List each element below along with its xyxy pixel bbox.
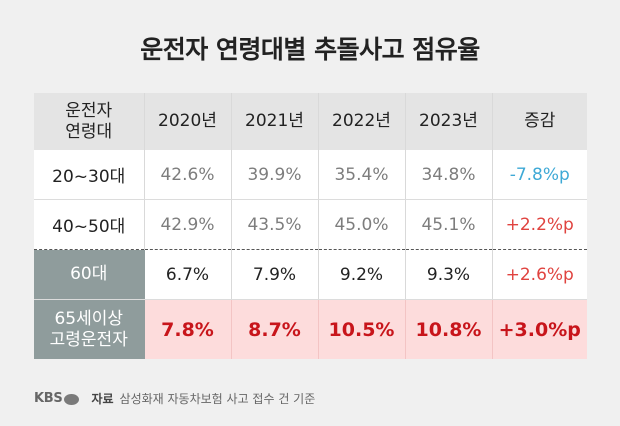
cell-value: 42.9% — [144, 199, 232, 250]
cell-value: 45.1% — [405, 199, 493, 250]
cell-change: +3.0%p — [492, 299, 587, 359]
cell-value: 10.8% — [405, 299, 493, 359]
header-age-group: 운전자 연령대 — [34, 93, 145, 150]
kbs-logo: KBS — [34, 390, 63, 406]
cell-value: 45.0% — [318, 199, 406, 250]
source-text: 삼성화재 자동차보험 사고 접수 건 기준 — [119, 391, 316, 406]
header-year-2022: 2022년 — [318, 93, 406, 150]
cell-value: 7.8% — [144, 299, 232, 359]
cell-value: 9.3% — [405, 249, 493, 300]
header-row: 운전자 연령대 2020년 2021년 2022년 2023년 증감 — [34, 93, 587, 150]
footer: KBS 자료 삼성화재 자동차보험 사고 접수 건 기준 — [34, 388, 315, 408]
table-row: 20~30대 42.6% 39.9% 35.4% 34.8% -7.8%p — [34, 150, 587, 200]
header-change: 증감 — [492, 93, 587, 150]
row-age-line2: 고령운전자 — [49, 329, 128, 350]
table-row: 60대 6.7% 7.9% 9.2% 9.3% +2.6%p — [34, 249, 587, 300]
page-title: 운전자 연령대별 추돌사고 점유율 — [140, 35, 480, 64]
cell-value: 34.8% — [405, 150, 493, 200]
cell-value: 42.6% — [144, 150, 232, 200]
accident-share-table: 운전자 연령대 2020년 2021년 2022년 2023년 증감 20~30… — [34, 93, 587, 359]
cell-change: +2.6%p — [492, 249, 587, 300]
kbs-logo-icon — [64, 393, 80, 405]
cell-value: 9.2% — [318, 249, 406, 300]
row-age-label: 60대 — [34, 249, 145, 300]
header-year-2021: 2021년 — [231, 93, 319, 150]
source-label: 자료 — [91, 391, 114, 406]
cell-value: 35.4% — [318, 150, 406, 200]
header-age-line2: 연령대 — [65, 121, 113, 142]
cell-value: 8.7% — [231, 299, 319, 359]
table-row-highlight: 65세이상 고령운전자 7.8% 8.7% 10.5% 10.8% +3.0%p — [34, 299, 587, 359]
cell-change: -7.8%p — [492, 150, 587, 200]
header-year-2020: 2020년 — [144, 93, 232, 150]
cell-value: 43.5% — [231, 199, 319, 250]
header-year-2023: 2023년 — [405, 93, 493, 150]
cell-value: 10.5% — [318, 299, 406, 359]
header-age-line1: 운전자 — [65, 100, 113, 121]
row-age-label: 20~30대 — [34, 150, 145, 200]
row-age-label: 40~50대 — [34, 199, 145, 250]
cell-value: 7.9% — [231, 249, 319, 300]
table-row: 40~50대 42.9% 43.5% 45.0% 45.1% +2.2%p — [34, 199, 587, 250]
row-age-label: 65세이상 고령운전자 — [34, 299, 145, 359]
row-age-line1: 65세이상 — [54, 308, 124, 329]
cell-change: +2.2%p — [492, 199, 587, 250]
cell-value: 39.9% — [231, 150, 319, 200]
cell-value: 6.7% — [144, 249, 232, 300]
